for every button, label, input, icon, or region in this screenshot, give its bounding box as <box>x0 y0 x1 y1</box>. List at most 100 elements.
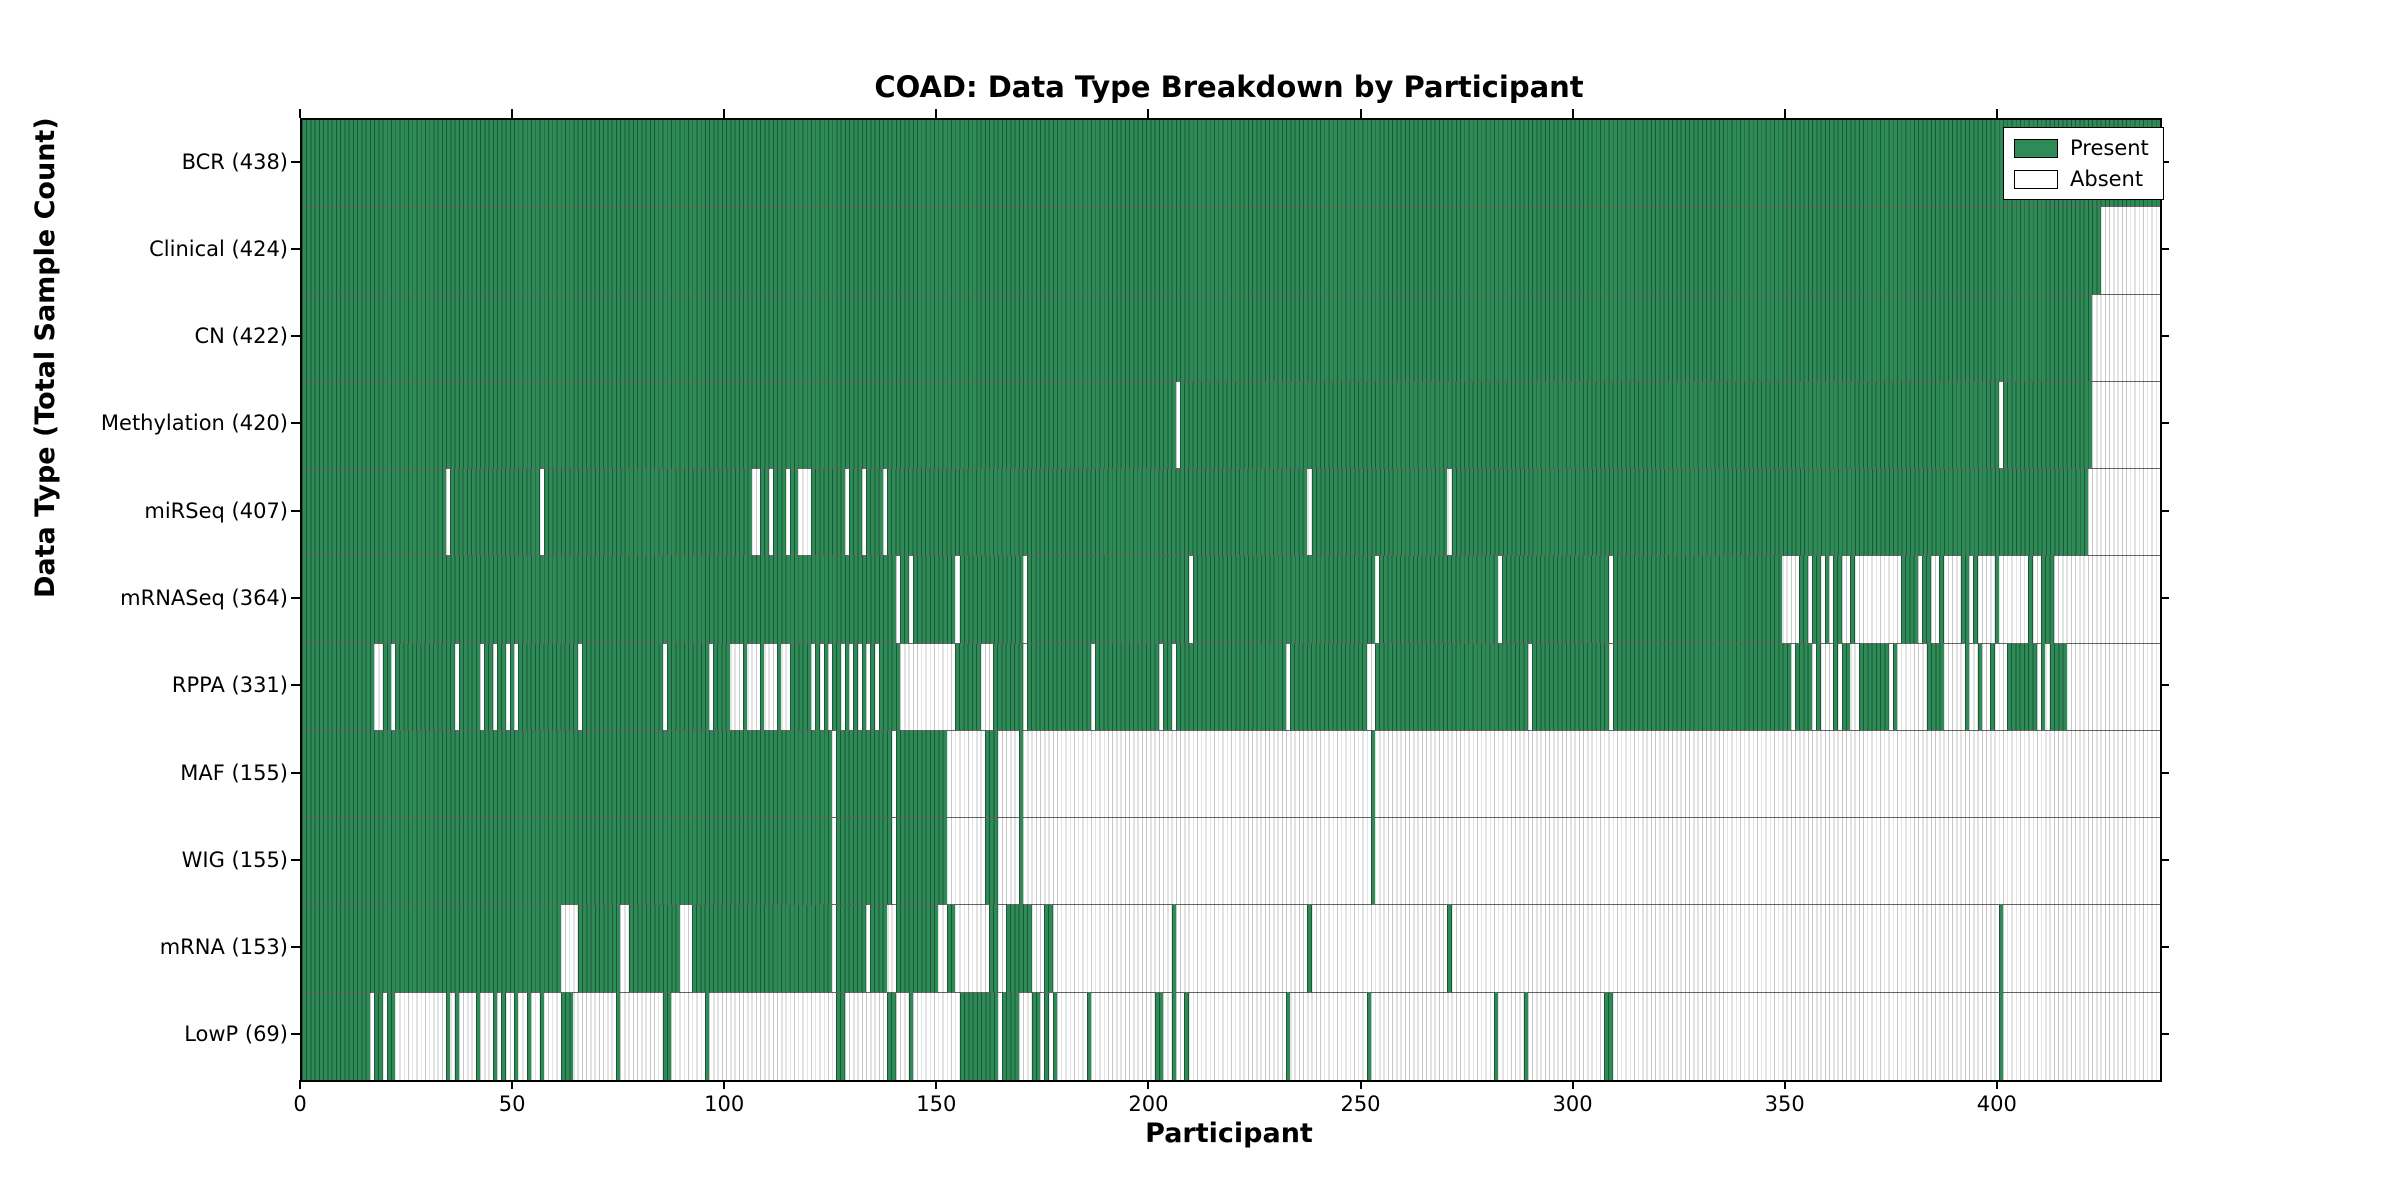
present-segment <box>518 643 579 731</box>
present-segment <box>989 905 999 992</box>
x-tick-label-100: 100 <box>704 1092 745 1116</box>
y-tick-mark <box>2160 247 2169 250</box>
x-tick-mark <box>1571 109 1574 118</box>
legend-entry-absent: Absent <box>2014 167 2149 191</box>
chart-row-BCR <box>302 120 2160 208</box>
present-segment <box>2003 381 2093 469</box>
present-segment <box>302 992 370 1081</box>
present-segment <box>514 992 519 1081</box>
legend-absent-label: Absent <box>2070 167 2144 191</box>
x-tick-mark <box>1359 1080 1362 1089</box>
present-segment <box>1001 992 1019 1081</box>
chart-row-Methylation <box>302 381 2160 470</box>
present-segment <box>1973 556 1978 643</box>
present-segment <box>887 469 1308 556</box>
present-segment <box>692 905 833 992</box>
present-segment <box>1502 556 1609 643</box>
x-tick-label-200: 200 <box>1128 1092 1169 1116</box>
x-tick-label-0: 0 <box>293 1092 307 1116</box>
y-tick-mark <box>291 1033 300 1036</box>
y-tick-mark <box>2160 946 2169 949</box>
legend-present-label: Present <box>2070 136 2149 160</box>
present-segment <box>836 905 867 992</box>
present-segment <box>1163 643 1173 731</box>
present-swatch-icon <box>2014 138 2058 158</box>
present-segment <box>870 643 875 731</box>
present-segment <box>628 905 680 992</box>
present-segment <box>302 730 833 818</box>
present-segment <box>1052 992 1058 1081</box>
present-segment <box>2041 643 2046 731</box>
y-tick-label-WIG: WIG (155) <box>181 847 288 872</box>
present-segment <box>1171 992 1177 1081</box>
x-tick-label-50: 50 <box>498 1092 526 1116</box>
x-tick-label-350: 350 <box>1764 1092 1805 1116</box>
present-segment <box>959 556 1024 643</box>
present-segment <box>1994 556 2000 643</box>
y-tick-label-mRNASeq: mRNASeq (364) <box>120 586 288 610</box>
heatmap-rows <box>302 120 2160 1081</box>
plot-area <box>300 118 2162 1082</box>
present-segment <box>543 469 752 556</box>
present-segment <box>993 643 1024 731</box>
present-segment <box>1998 992 2004 1081</box>
present-segment <box>302 556 896 643</box>
present-segment <box>1451 469 2089 556</box>
present-segment <box>823 643 829 731</box>
present-segment <box>458 643 481 731</box>
present-segment <box>760 469 770 556</box>
present-segment <box>501 992 506 1081</box>
y-tick-mark <box>2160 509 2169 512</box>
y-tick-mark <box>291 946 300 949</box>
y-tick-mark <box>2160 597 2169 599</box>
present-segment <box>1370 730 1376 818</box>
legend-entry-present: Present <box>2014 136 2149 160</box>
present-segment <box>1901 556 1919 643</box>
present-segment <box>772 469 786 556</box>
present-segment <box>789 469 799 556</box>
chart-row-WIG <box>302 818 2160 906</box>
present-segment <box>866 469 884 556</box>
present-segment <box>526 992 532 1081</box>
present-segment <box>2041 556 2054 643</box>
y-tick-mark <box>291 858 300 861</box>
x-tick-mark <box>723 109 726 118</box>
present-segment <box>2049 643 2067 731</box>
present-segment <box>815 643 820 731</box>
present-segment <box>760 643 765 731</box>
x-tick-mark <box>1995 109 1998 118</box>
present-segment <box>1086 992 1092 1081</box>
present-segment <box>895 730 947 818</box>
present-segment <box>1494 992 1499 1081</box>
present-segment <box>382 643 392 731</box>
present-segment <box>836 818 892 905</box>
present-segment <box>560 992 574 1081</box>
present-segment <box>895 905 939 992</box>
present-segment <box>959 992 998 1081</box>
present-segment <box>1175 643 1287 731</box>
chart-row-LowP <box>302 992 2160 1081</box>
present-segment <box>955 643 982 731</box>
y-tick-mark <box>291 335 300 338</box>
present-segment <box>811 469 845 556</box>
x-axis-label: Participant <box>1145 1118 1313 1149</box>
present-segment <box>1990 643 1995 731</box>
chart-row-MAF <box>302 730 2160 819</box>
x-tick-mark <box>299 109 301 118</box>
present-segment <box>908 992 914 1081</box>
y-tick-mark <box>291 160 300 163</box>
y-tick-mark <box>2160 684 2169 687</box>
present-segment <box>302 818 833 905</box>
present-segment <box>1841 643 1851 731</box>
present-segment <box>1286 992 1291 1081</box>
present-segment <box>615 992 621 1081</box>
y-tick-mark <box>291 247 300 250</box>
y-tick-label-MAF: MAF (155) <box>180 760 288 785</box>
y-tick-label-miRSeq: miRSeq (407) <box>144 498 288 523</box>
present-segment <box>1998 905 2004 992</box>
present-segment <box>1939 556 1944 643</box>
x-tick-label-150: 150 <box>916 1092 957 1116</box>
present-segment <box>450 469 540 556</box>
present-segment <box>853 643 858 731</box>
y-tick-mark <box>291 771 300 774</box>
